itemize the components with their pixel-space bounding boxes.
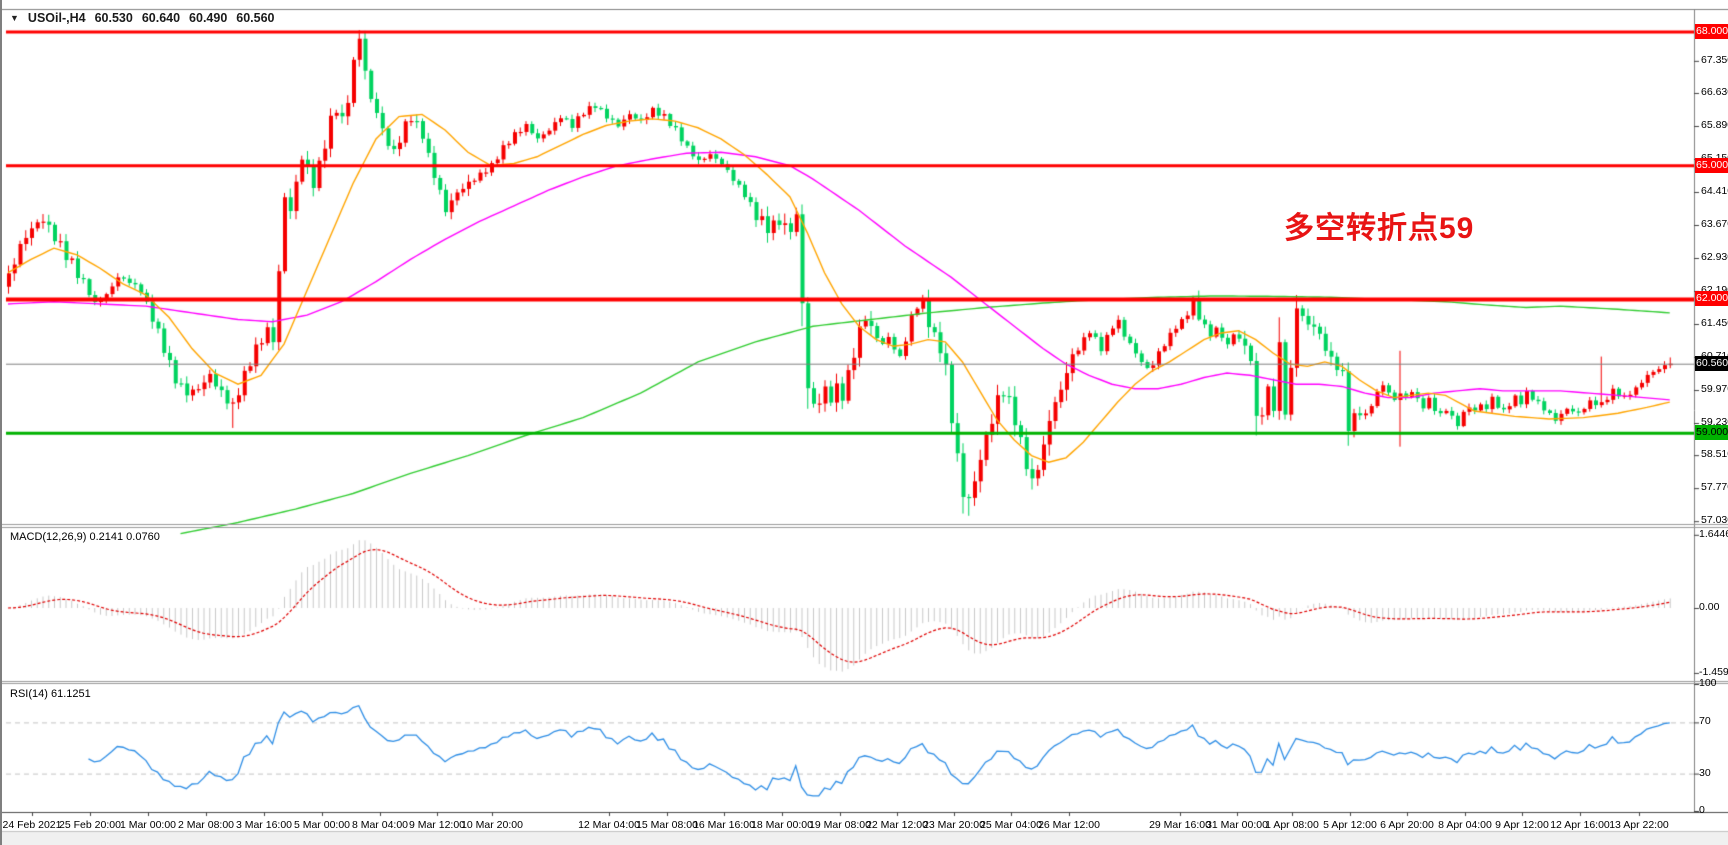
symbol-timeframe-label: USOil-,H4 <box>27 11 86 25</box>
price-tick-label: 57.030 <box>1701 514 1728 527</box>
price-tick-label: 62.930 <box>1701 251 1728 263</box>
price-tick-label: 65.890 <box>1701 118 1728 131</box>
rsi-tick-label: 100 <box>1699 677 1717 689</box>
macd-indicator-label: MACD(12,26,9) 0.2141 0.0760 <box>10 531 160 543</box>
time-tick-label: 1 Apr 08:00 <box>1265 819 1319 831</box>
time-tick-label: 9 Apr 12:00 <box>1495 819 1549 831</box>
rsi-tick-label: 30 <box>1699 766 1711 779</box>
time-tick-label: 18 Mar 00:00 <box>751 819 813 831</box>
rsi-tick-label: 0 <box>1699 804 1705 816</box>
macd-tick-label: -1.4594 <box>1699 665 1728 678</box>
time-tick-label: 8 Apr 04:00 <box>1438 819 1492 831</box>
time-tick-label: 13 Apr 22:00 <box>1609 819 1669 831</box>
price-level-badge: 59.000 <box>1695 425 1728 441</box>
time-tick-label: 16 Mar 16:00 <box>693 819 755 831</box>
time-tick-label: 5 Mar 00:00 <box>293 819 351 831</box>
price-tick-label: 64.410 <box>1701 184 1728 197</box>
time-tick-label: 19 Mar 08:00 <box>809 819 871 831</box>
ohlc-high: 60.640 <box>141 11 181 25</box>
time-tick-label: 10 Mar 20:00 <box>461 819 523 831</box>
time-tick-label: 5 Apr 12:00 <box>1323 819 1377 831</box>
symbol-dropdown-icon[interactable]: ▼ <box>10 13 19 23</box>
time-tick-label: 3 Mar 16:00 <box>235 819 293 831</box>
time-tick-label: 1 Mar 00:00 <box>119 819 177 831</box>
current-price-badge: 60.560 <box>1695 355 1728 371</box>
symbol-info: ▼ USOil-,H4 60.530 60.640 60.490 60.560 <box>10 11 275 25</box>
price-tick-label: 59.230 <box>1701 416 1728 429</box>
ohlc-close: 60.560 <box>236 11 275 25</box>
price-level-badge: 68.000 <box>1695 23 1728 39</box>
price-tick-label: 57.770 <box>1701 481 1728 494</box>
price-tick-label: 63.670 <box>1701 218 1728 230</box>
time-tick-label: 29 Mar 16:00 <box>1149 819 1211 831</box>
time-tick-label: 12 Apr 16:00 <box>1550 819 1610 831</box>
time-tick-label: 23 Mar 20:00 <box>923 819 985 831</box>
time-tick-label: 6 Apr 20:00 <box>1380 819 1434 831</box>
time-tick-label: 26 Mar 12:00 <box>1038 819 1100 831</box>
price-level-badge: 65.000 <box>1695 157 1728 173</box>
price-tick-label: 61.450 <box>1701 317 1728 329</box>
price-tick-label: 67.350 <box>1701 53 1728 66</box>
rsi-tick-label: 70 <box>1699 715 1711 728</box>
chart-text-annotation[interactable]: 多空转折点59 <box>1284 212 1475 245</box>
time-tick-label: 22 Mar 12:00 <box>866 819 928 831</box>
time-tick-label: 9 Mar 12:00 <box>408 819 466 831</box>
ohlc-open: 60.530 <box>94 11 133 25</box>
rsi-indicator-label: RSI(14) 61.1251 <box>10 688 91 700</box>
macd-tick-label: 0.00 <box>1699 601 1720 613</box>
time-tick-label: 31 Mar 00:00 <box>1206 819 1268 831</box>
ohlc-low: 60.490 <box>189 11 228 25</box>
price-level-badge: 62.000 <box>1695 291 1728 307</box>
time-tick-label: 8 Mar 04:00 <box>351 819 409 831</box>
time-tick-label: 25 Feb 20:00 <box>59 819 121 831</box>
time-tick-label: 2 Mar 08:00 <box>177 819 235 831</box>
time-tick-label: 24 Feb 2021 <box>2 819 62 831</box>
price-tick-label: 66.630 <box>1701 85 1728 98</box>
price-tick-label: 59.970 <box>1701 383 1728 396</box>
macd-tick-label: 1.6446 <box>1699 527 1728 540</box>
time-tick-label: 15 Mar 08:00 <box>636 819 698 831</box>
price-tick-label: 58.510 <box>1701 448 1728 461</box>
time-tick-label: 12 Mar 04:00 <box>578 819 640 831</box>
time-tick-label: 25 Mar 04:00 <box>980 819 1042 831</box>
